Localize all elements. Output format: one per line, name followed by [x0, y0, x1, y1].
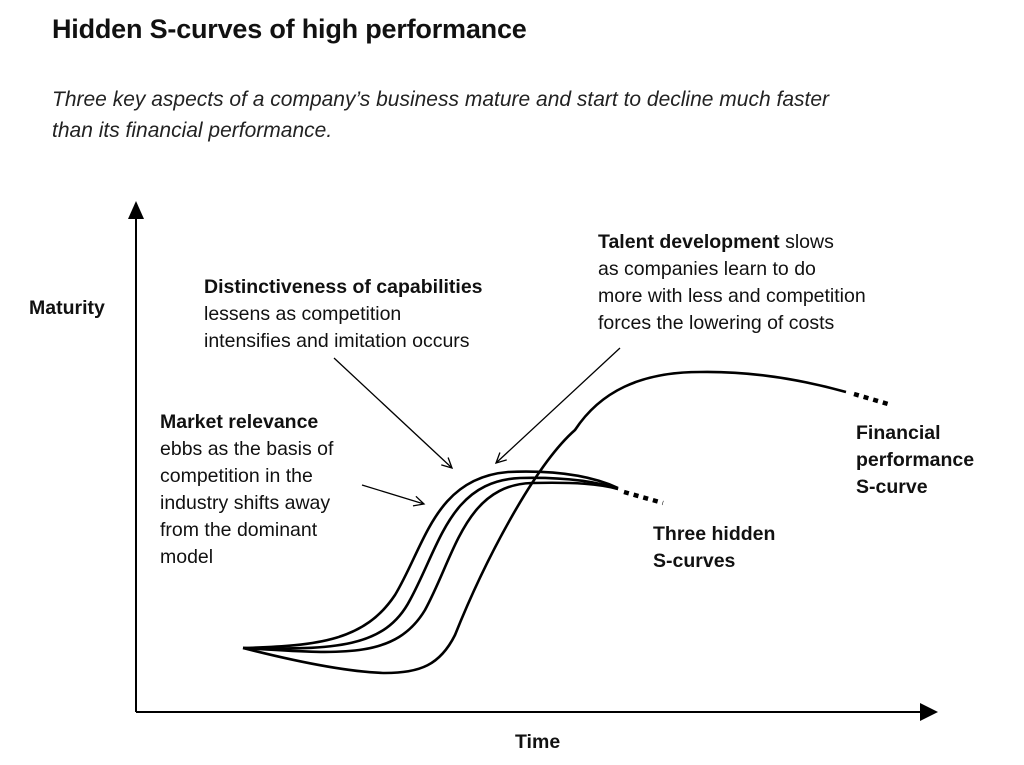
talent-line-3: more with less and competition	[598, 285, 866, 307]
market-line-2: ebbs as the basis of	[160, 438, 334, 460]
pointer-arrows	[333, 347, 621, 507]
y-axis-arrowhead	[128, 201, 144, 219]
label-financial-performance: Financial performance S-curve	[856, 422, 974, 498]
annotation-distinctiveness: Distinctiveness of capabilities lessens …	[204, 276, 483, 352]
talent-heading-rest: slows	[780, 231, 834, 253]
subtitle-line-1: Three key aspects of a company’s busines…	[52, 88, 829, 111]
distinctiveness-heading: Distinctiveness of capabilities	[204, 276, 483, 298]
hidden-label-line-1: Three hidden	[653, 523, 775, 545]
market-line-5: from the dominant	[160, 519, 318, 541]
axes: Maturity Time	[29, 201, 938, 753]
market-line-4: industry shifts away	[160, 492, 330, 514]
hidden-curve-3	[242, 481, 619, 654]
label-three-hidden-s-curves: Three hidden S-curves	[653, 523, 775, 572]
distinctiveness-line-2: lessens as competition	[204, 303, 401, 325]
hidden-label-line-2: S-curves	[653, 550, 736, 572]
annotation-talent: Talent development slows as companies le…	[598, 231, 866, 334]
talent-heading-line: Talent development slows	[598, 231, 834, 253]
financial-label-line-2: performance	[856, 449, 974, 471]
subtitle-line-2: than its financial performance.	[52, 119, 333, 142]
x-axis-arrowhead	[920, 703, 938, 721]
y-axis-label: Maturity	[29, 297, 105, 319]
financial-label-line-3: S-curve	[856, 476, 928, 498]
distinctiveness-line-3: intensifies and imitation occurs	[204, 330, 470, 352]
talent-pointer	[494, 347, 621, 464]
annotation-market-relevance: Market relevance ebbs as the basis of co…	[160, 411, 334, 568]
hidden-curve-2	[242, 476, 619, 650]
market-relevance-pointer	[361, 484, 426, 507]
market-line-6: model	[160, 546, 213, 568]
x-axis-label: Time	[515, 731, 560, 753]
financial-label-line-1: Financial	[856, 422, 941, 444]
talent-line-2: as companies learn to do	[598, 258, 816, 280]
page-title: Hidden S-curves of high performance	[52, 14, 527, 44]
talent-line-4: forces the lowering of costs	[598, 312, 835, 334]
page-subtitle: Three key aspects of a company’s busines…	[52, 84, 992, 146]
hidden-curves-continuation-dots	[623, 489, 664, 506]
hidden-curve-1	[242, 470, 619, 650]
talent-heading: Talent development	[598, 231, 780, 253]
hidden-s-curves	[242, 470, 664, 654]
financial-curve	[242, 370, 847, 675]
financial-s-curve	[242, 370, 889, 675]
market-heading: Market relevance	[160, 411, 318, 433]
financial-curve-continuation-dots	[853, 391, 889, 407]
market-line-3: competition in the	[160, 465, 313, 487]
distinctiveness-pointer	[333, 357, 454, 469]
